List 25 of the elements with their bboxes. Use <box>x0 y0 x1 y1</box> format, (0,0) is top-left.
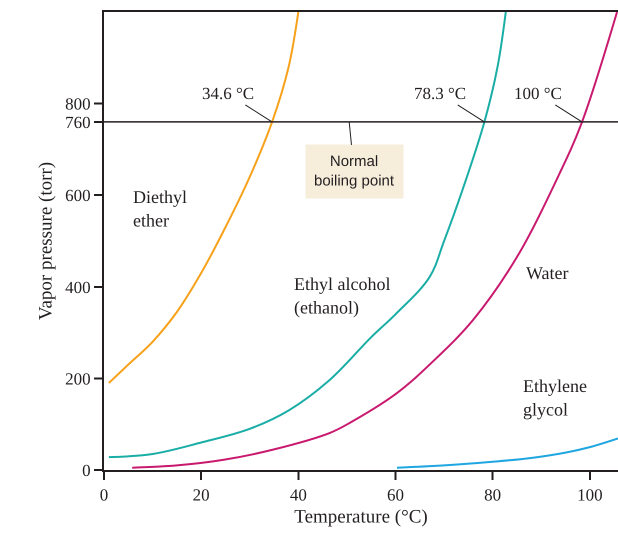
y-tick-label: 400 <box>65 278 91 297</box>
x-axis-title: Temperature (°C) <box>294 506 428 528</box>
y-tick-label: 0 <box>82 460 91 480</box>
annotation: 34.6 °C <box>202 84 254 103</box>
series-label: Diethyl ether <box>133 187 187 230</box>
line-series <box>131 12 618 469</box>
x-tick-label: 100 <box>577 485 603 504</box>
y-axis-title: Vapor pressure (torr) <box>35 162 56 320</box>
x-tick-label: 40 <box>290 485 307 504</box>
x-tick-label: 20 <box>192 485 210 504</box>
x-tick-label: 0 <box>100 485 108 504</box>
line-series <box>108 12 507 458</box>
annotation: 100 °C <box>514 84 562 103</box>
y-tick-label: 600 <box>65 186 91 206</box>
y-tick-label: 760 <box>65 112 91 132</box>
series-label: Ethyl alcohol (ethanol) <box>294 274 390 318</box>
series-label: Water <box>526 263 569 283</box>
annotation: 78.3 °C <box>414 84 466 103</box>
series-label: Ethylene glycol <box>523 376 587 420</box>
y-tick-label: 800 <box>65 94 91 114</box>
legend-label: Normal boiling point <box>314 153 395 190</box>
x-tick-label: 60 <box>386 485 404 504</box>
y-tick-label: 200 <box>65 369 91 388</box>
line-series <box>396 437 618 469</box>
x-tick-label: 80 <box>484 485 502 504</box>
